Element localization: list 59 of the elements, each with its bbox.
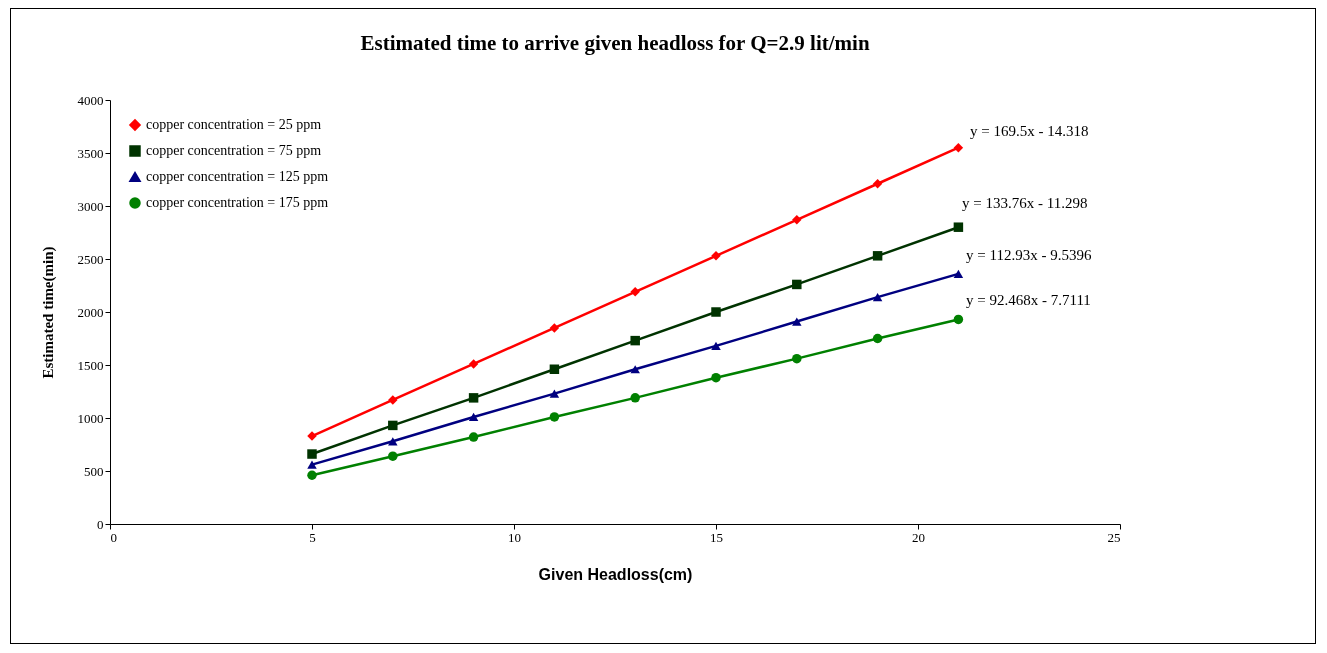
point xyxy=(792,353,802,364)
point xyxy=(307,460,317,469)
point xyxy=(953,314,964,325)
point xyxy=(388,451,398,461)
legend-label: copper concentration = 175 ppm xyxy=(146,195,329,210)
point xyxy=(792,317,802,326)
annotation: y = 112.93x - 9.5396 xyxy=(966,247,1092,263)
x-tick-label: 15 xyxy=(710,529,723,545)
point xyxy=(388,420,398,431)
point xyxy=(872,179,883,189)
point xyxy=(307,449,317,459)
annotation: y = 133.76x - 11.298 xyxy=(962,195,1088,211)
y-tick-label: 4000 xyxy=(77,92,104,108)
point xyxy=(630,393,640,403)
point xyxy=(711,307,721,317)
y-tick-label: 3500 xyxy=(77,145,104,161)
point xyxy=(953,222,964,232)
y-tick-label: 3000 xyxy=(77,198,104,214)
annotation: y = 92.468x - 7.7111 xyxy=(966,292,1091,308)
point xyxy=(953,142,964,153)
legend-label: copper concentration = 125 ppm xyxy=(146,169,329,184)
y-tick-label: 1500 xyxy=(77,357,104,373)
x-tick-label: 10 xyxy=(508,529,521,545)
point xyxy=(711,372,721,383)
x-axis-title: Given Headloss(cm) xyxy=(538,565,693,583)
point xyxy=(468,432,479,442)
point xyxy=(549,323,560,333)
point xyxy=(630,287,640,297)
y-tick-label: 1000 xyxy=(77,410,104,426)
point xyxy=(468,359,479,369)
y-tick-label: 2500 xyxy=(77,251,104,267)
y-tick-label: 500 xyxy=(84,463,104,479)
x-tick-label: 20 xyxy=(912,529,925,545)
x-tick-label: 5 xyxy=(309,529,316,545)
point xyxy=(468,412,479,422)
point xyxy=(872,251,883,261)
point xyxy=(549,412,560,422)
y-axis-title: Estimated time(min) xyxy=(39,246,57,379)
point xyxy=(792,215,802,225)
x-tick-label: 25 xyxy=(1107,529,1121,545)
chart-title: Estimated time to arrive given headloss for Q=2.9 lit/min xyxy=(360,31,870,55)
y-tick-label: 2000 xyxy=(77,304,104,320)
point xyxy=(549,389,560,398)
point xyxy=(307,470,317,480)
point xyxy=(388,437,398,446)
point xyxy=(792,279,802,290)
y-tick-label: 0 xyxy=(97,516,104,532)
point xyxy=(630,365,640,374)
point xyxy=(711,341,721,351)
point xyxy=(468,393,479,403)
legend-label: copper concentration = 75 ppm xyxy=(146,143,322,158)
point xyxy=(953,269,964,278)
legend-label: copper concentration = 25 ppm xyxy=(146,117,322,132)
annotation: y = 169.5x - 14.318 xyxy=(970,123,1089,139)
point xyxy=(872,293,883,302)
x-tick-label: 0 xyxy=(110,529,117,545)
point xyxy=(549,364,560,374)
point xyxy=(630,335,640,346)
point xyxy=(872,333,883,344)
